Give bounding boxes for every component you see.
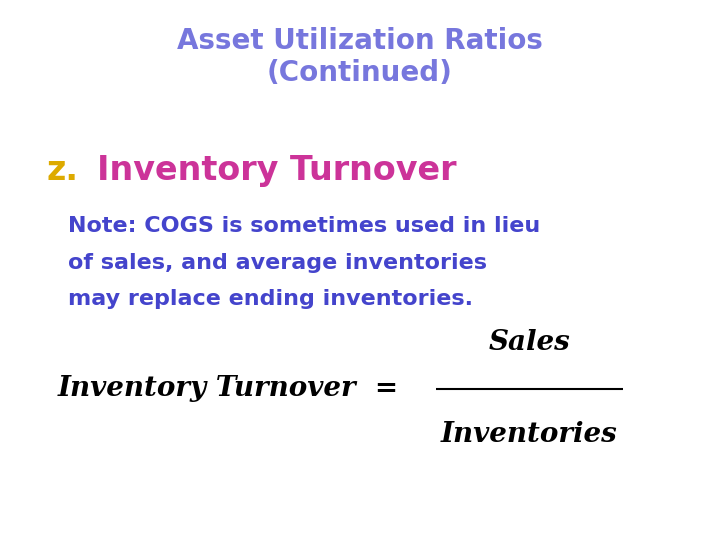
Text: Inventory Turnover  =: Inventory Turnover = [58,375,399,402]
Text: Inventories: Inventories [441,421,618,448]
Text: may replace ending inventories.: may replace ending inventories. [68,289,474,309]
Text: Inventory Turnover: Inventory Turnover [97,154,456,187]
Text: of sales, and average inventories: of sales, and average inventories [68,253,487,273]
Text: Asset Utilization Ratios
(Continued): Asset Utilization Ratios (Continued) [177,27,543,87]
Text: Sales: Sales [488,329,570,356]
Text: z.: z. [47,154,78,187]
Text: Note: COGS is sometimes used in lieu: Note: COGS is sometimes used in lieu [68,216,541,236]
